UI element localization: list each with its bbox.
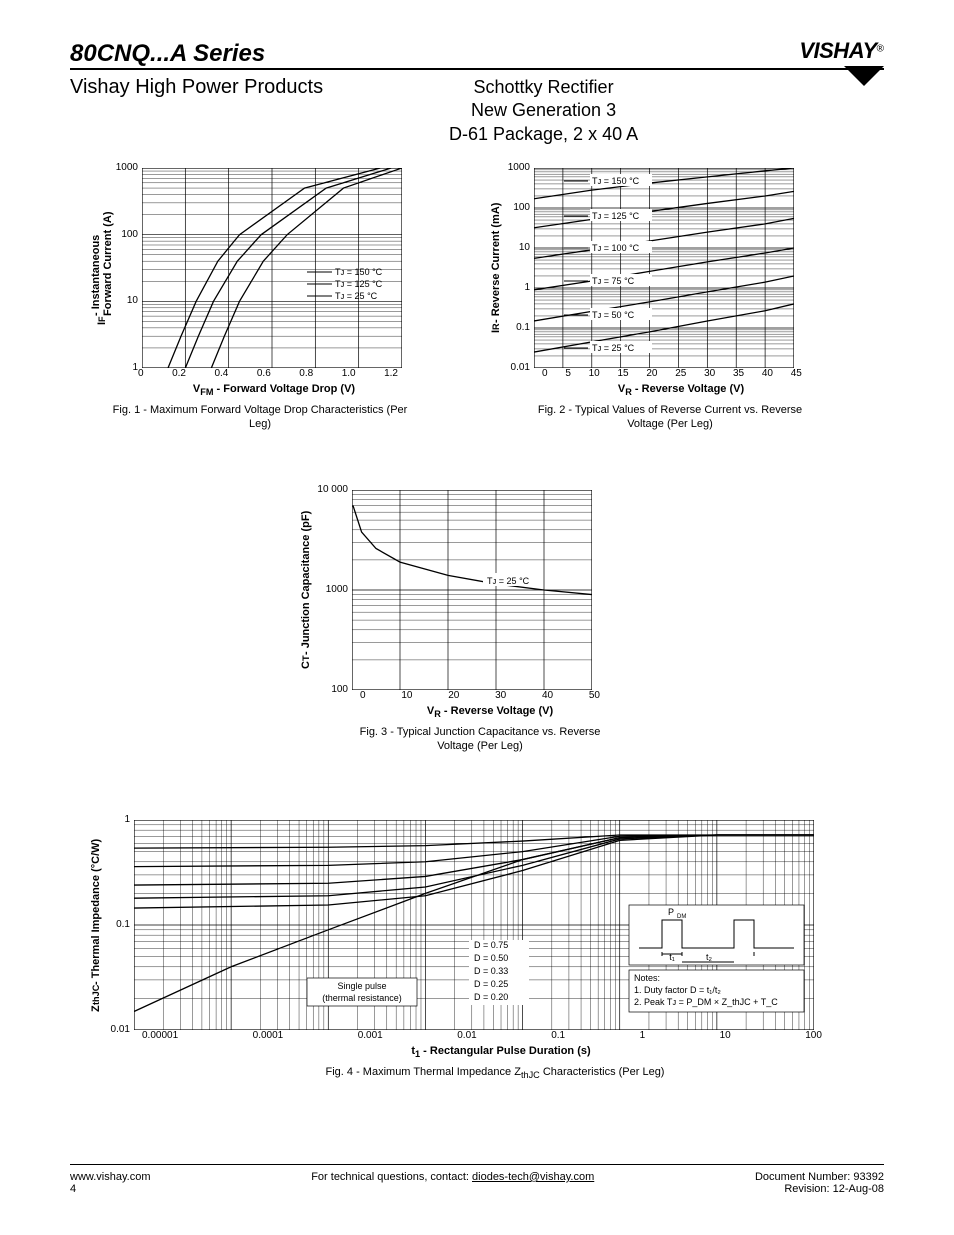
svg-text:D = 0.33: D = 0.33 (474, 966, 508, 976)
svg-text:P: P (668, 907, 674, 917)
svg-text:Tᴊ = 25 °C: Tᴊ = 25 °C (335, 291, 378, 301)
fig1: IF - InstantaneousForward Current (A) 11… (90, 168, 410, 432)
svg-text:t₂: t₂ (706, 952, 713, 962)
series-title: 80CNQ...A Series (70, 40, 265, 67)
footer: www.vishay.com 4 For technical questions… (70, 1164, 884, 1195)
svg-text:Tᴊ = 125 °C: Tᴊ = 125 °C (592, 211, 640, 221)
center-titles: Schottky Rectifier New Generation 3 D-61… (323, 76, 764, 146)
svg-text:Tᴊ = 100 °C: Tᴊ = 100 °C (592, 243, 640, 253)
fig1-xlabel: VFM - Forward Voltage Drop (V) (138, 383, 410, 397)
svg-text:1. Duty factor D = t₁/t₂: 1. Duty factor D = t₁/t₂ (634, 985, 721, 995)
svg-text:D = 0.20: D = 0.20 (474, 992, 508, 1002)
svg-text:D = 0.75: D = 0.75 (474, 940, 508, 950)
svg-text:2. Peak Tᴊ = P_DM × Z_thJC + T: 2. Peak Tᴊ = P_DM × Z_thJC + T_C (634, 997, 778, 1007)
fig2-xlabel: VR - Reverse Voltage (V) (542, 383, 820, 397)
fig4-plot: D = 0.75 D = 0.50 D = 0.33 D = 0.25 D = 0.20… (134, 820, 814, 1030)
svg-text:Tᴊ = 75 °C: Tᴊ = 75 °C (592, 276, 635, 286)
svg-text:Tᴊ = 50 °C: Tᴊ = 50 °C (592, 310, 635, 320)
fig2-caption: Fig. 2 - Typical Values of Reverse Curre… (520, 403, 820, 432)
svg-text:DM: DM (677, 914, 686, 920)
fig3-plot: Tᴊ = 25 °C (352, 490, 592, 690)
fig3-caption: Fig. 3 - Typical Junction Capacitance vs… (340, 725, 620, 754)
fig4-ylabel: ZthJC - Thermal Impedance (°C/W) (90, 820, 102, 1030)
contact-email[interactable]: diodes-tech@vishay.com (472, 1171, 594, 1183)
svg-text:Single pulse: Single pulse (337, 981, 386, 991)
svg-text:Tᴊ = 25 °C: Tᴊ = 25 °C (487, 576, 530, 586)
fig4: ZthJC - Thermal Impedance (°C/W) 0.010.1… (90, 820, 860, 1082)
fig3: CT - Junction Capacitance (pF) 100100010… (300, 490, 620, 754)
fig4-xlabel: t1 - Rectangular Pulse Duration (s) (142, 1045, 860, 1059)
fig1-plot: Tᴊ = 150 °C Tᴊ = 125 °C Tᴊ = 25 °C (142, 168, 402, 368)
fig2-plot: Tᴊ = 150 °C Tᴊ = 125 °C Tᴊ = 100 °C Tᴊ = 75… (534, 168, 794, 368)
fig2: IR - Reverse Current (mA) 0.010.11101001… (490, 168, 820, 432)
svg-text:Tᴊ = 150 °C: Tᴊ = 150 °C (335, 267, 383, 277)
fig1-caption: Fig. 1 - Maximum Forward Voltage Drop Ch… (110, 403, 410, 432)
fig4-caption: Fig. 4 - Maximum Thermal Impedance ZthJC… (130, 1065, 860, 1082)
svg-text:(thermal resistance): (thermal resistance) (322, 993, 402, 1003)
svg-text:D = 0.50: D = 0.50 (474, 953, 508, 963)
svg-text:Tᴊ = 125 °C: Tᴊ = 125 °C (335, 279, 383, 289)
product-line: Vishay High Power Products (70, 76, 323, 99)
vishay-logo: VISHAY® (799, 38, 884, 86)
fig3-ylabel: CT - Junction Capacitance (pF) (300, 490, 312, 690)
svg-text:D = 0.25: D = 0.25 (474, 979, 508, 989)
fig3-xlabel: VR - Reverse Voltage (V) (360, 705, 620, 719)
fig2-ylabel: IR - Reverse Current (mA) (490, 168, 502, 368)
fig1-ylabel: IF - InstantaneousForward Current (A) (90, 168, 114, 368)
svg-text:Notes:: Notes: (634, 973, 660, 983)
svg-text:Tᴊ = 25 °C: Tᴊ = 25 °C (592, 343, 635, 353)
svg-text:Tᴊ = 150 °C: Tᴊ = 150 °C (592, 176, 640, 186)
